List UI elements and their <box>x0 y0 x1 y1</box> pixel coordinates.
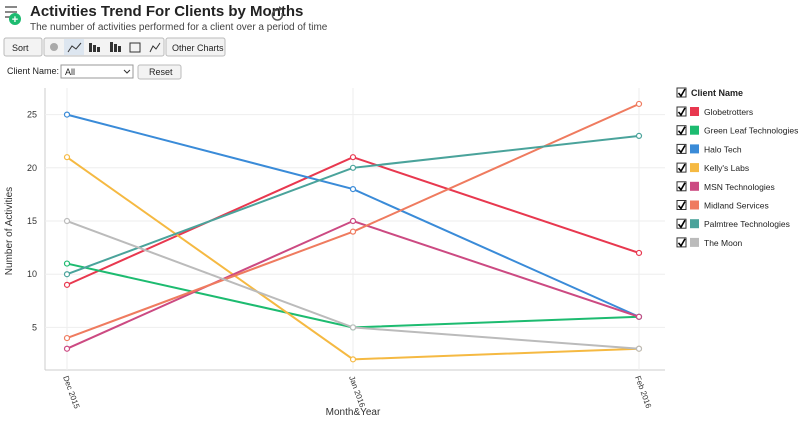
legend-label: MSN Technologies <box>704 182 775 192</box>
data-point <box>635 249 643 257</box>
data-point <box>63 111 71 118</box>
legend-label: Midland Services <box>704 201 769 211</box>
y-axis-title: Number of Activities <box>4 187 15 275</box>
chart-type-toolbar[interactable] <box>43 37 165 57</box>
legend-swatch <box>690 144 699 154</box>
y-tick-label: 10 <box>27 269 37 279</box>
legend-checkbox[interactable] <box>676 218 687 229</box>
legend-label: Globetrotters <box>704 107 753 117</box>
data-point <box>63 271 71 278</box>
filter-value: All <box>65 67 75 77</box>
reset-button[interactable]: Reset <box>137 64 182 80</box>
data-point <box>349 324 357 331</box>
legend-label: Kelly's Labs <box>704 163 749 173</box>
legend-swatch <box>690 163 699 173</box>
data-point <box>635 313 643 320</box>
x-axis-title: Month&Year <box>326 407 381 418</box>
legend-checkbox[interactable] <box>676 87 687 98</box>
legend-label: Halo Tech <box>704 144 742 154</box>
y-tick-label: 5 <box>32 322 37 332</box>
data-point <box>63 281 71 288</box>
legend-swatch <box>690 200 699 210</box>
legend-label: Palmtree Technologies <box>704 219 790 229</box>
data-point <box>635 100 643 108</box>
legend-swatch <box>690 237 699 247</box>
legend-swatch <box>690 219 699 229</box>
legend-label: Green Leaf Technologies <box>704 126 798 136</box>
reset-label: Reset <box>149 67 173 77</box>
data-point <box>349 356 357 363</box>
legend-checkbox[interactable] <box>676 181 687 192</box>
data-point <box>349 154 357 161</box>
legend-checkbox[interactable] <box>676 106 687 117</box>
data-point <box>63 154 71 161</box>
legend-checkbox[interactable] <box>676 125 687 136</box>
other-charts-label: Other Charts <box>172 43 224 53</box>
data-point <box>349 217 357 225</box>
y-tick-label: 15 <box>27 216 37 226</box>
title: Activities Trend For Clients by Months <box>30 3 303 20</box>
other-charts-button[interactable]: Other Charts <box>165 37 226 57</box>
data-point <box>349 185 357 193</box>
legend-checkbox[interactable] <box>676 200 687 210</box>
sort-button[interactable]: Sort <box>3 37 43 57</box>
legend-checkbox[interactable] <box>676 143 687 154</box>
legend-label: The Moon <box>704 238 743 248</box>
legend-title: Client Name <box>691 88 743 98</box>
data-point <box>63 260 71 267</box>
legend-swatch <box>690 107 699 116</box>
filter-select[interactable]: All <box>60 64 134 79</box>
legend-checkbox[interactable] <box>676 162 687 173</box>
y-tick-label: 20 <box>27 163 37 173</box>
data-point <box>63 345 71 352</box>
data-point <box>349 228 357 235</box>
refresh-icon[interactable] <box>271 6 284 21</box>
svg-text:+: + <box>12 14 18 26</box>
data-point <box>635 345 643 352</box>
subtitle: The number of activities performed for a… <box>30 22 328 33</box>
filter-label: Client Name: <box>7 66 59 76</box>
legend-swatch <box>690 125 699 135</box>
data-point <box>349 164 357 171</box>
y-tick-label: 25 <box>27 110 37 120</box>
data-point <box>63 334 71 342</box>
legend-swatch <box>690 181 699 191</box>
menu-icon[interactable]: + <box>5 6 21 26</box>
legend-checkbox[interactable] <box>676 237 687 248</box>
data-point <box>63 217 71 225</box>
sort-label: Sort <box>12 43 29 53</box>
data-point <box>635 132 643 139</box>
